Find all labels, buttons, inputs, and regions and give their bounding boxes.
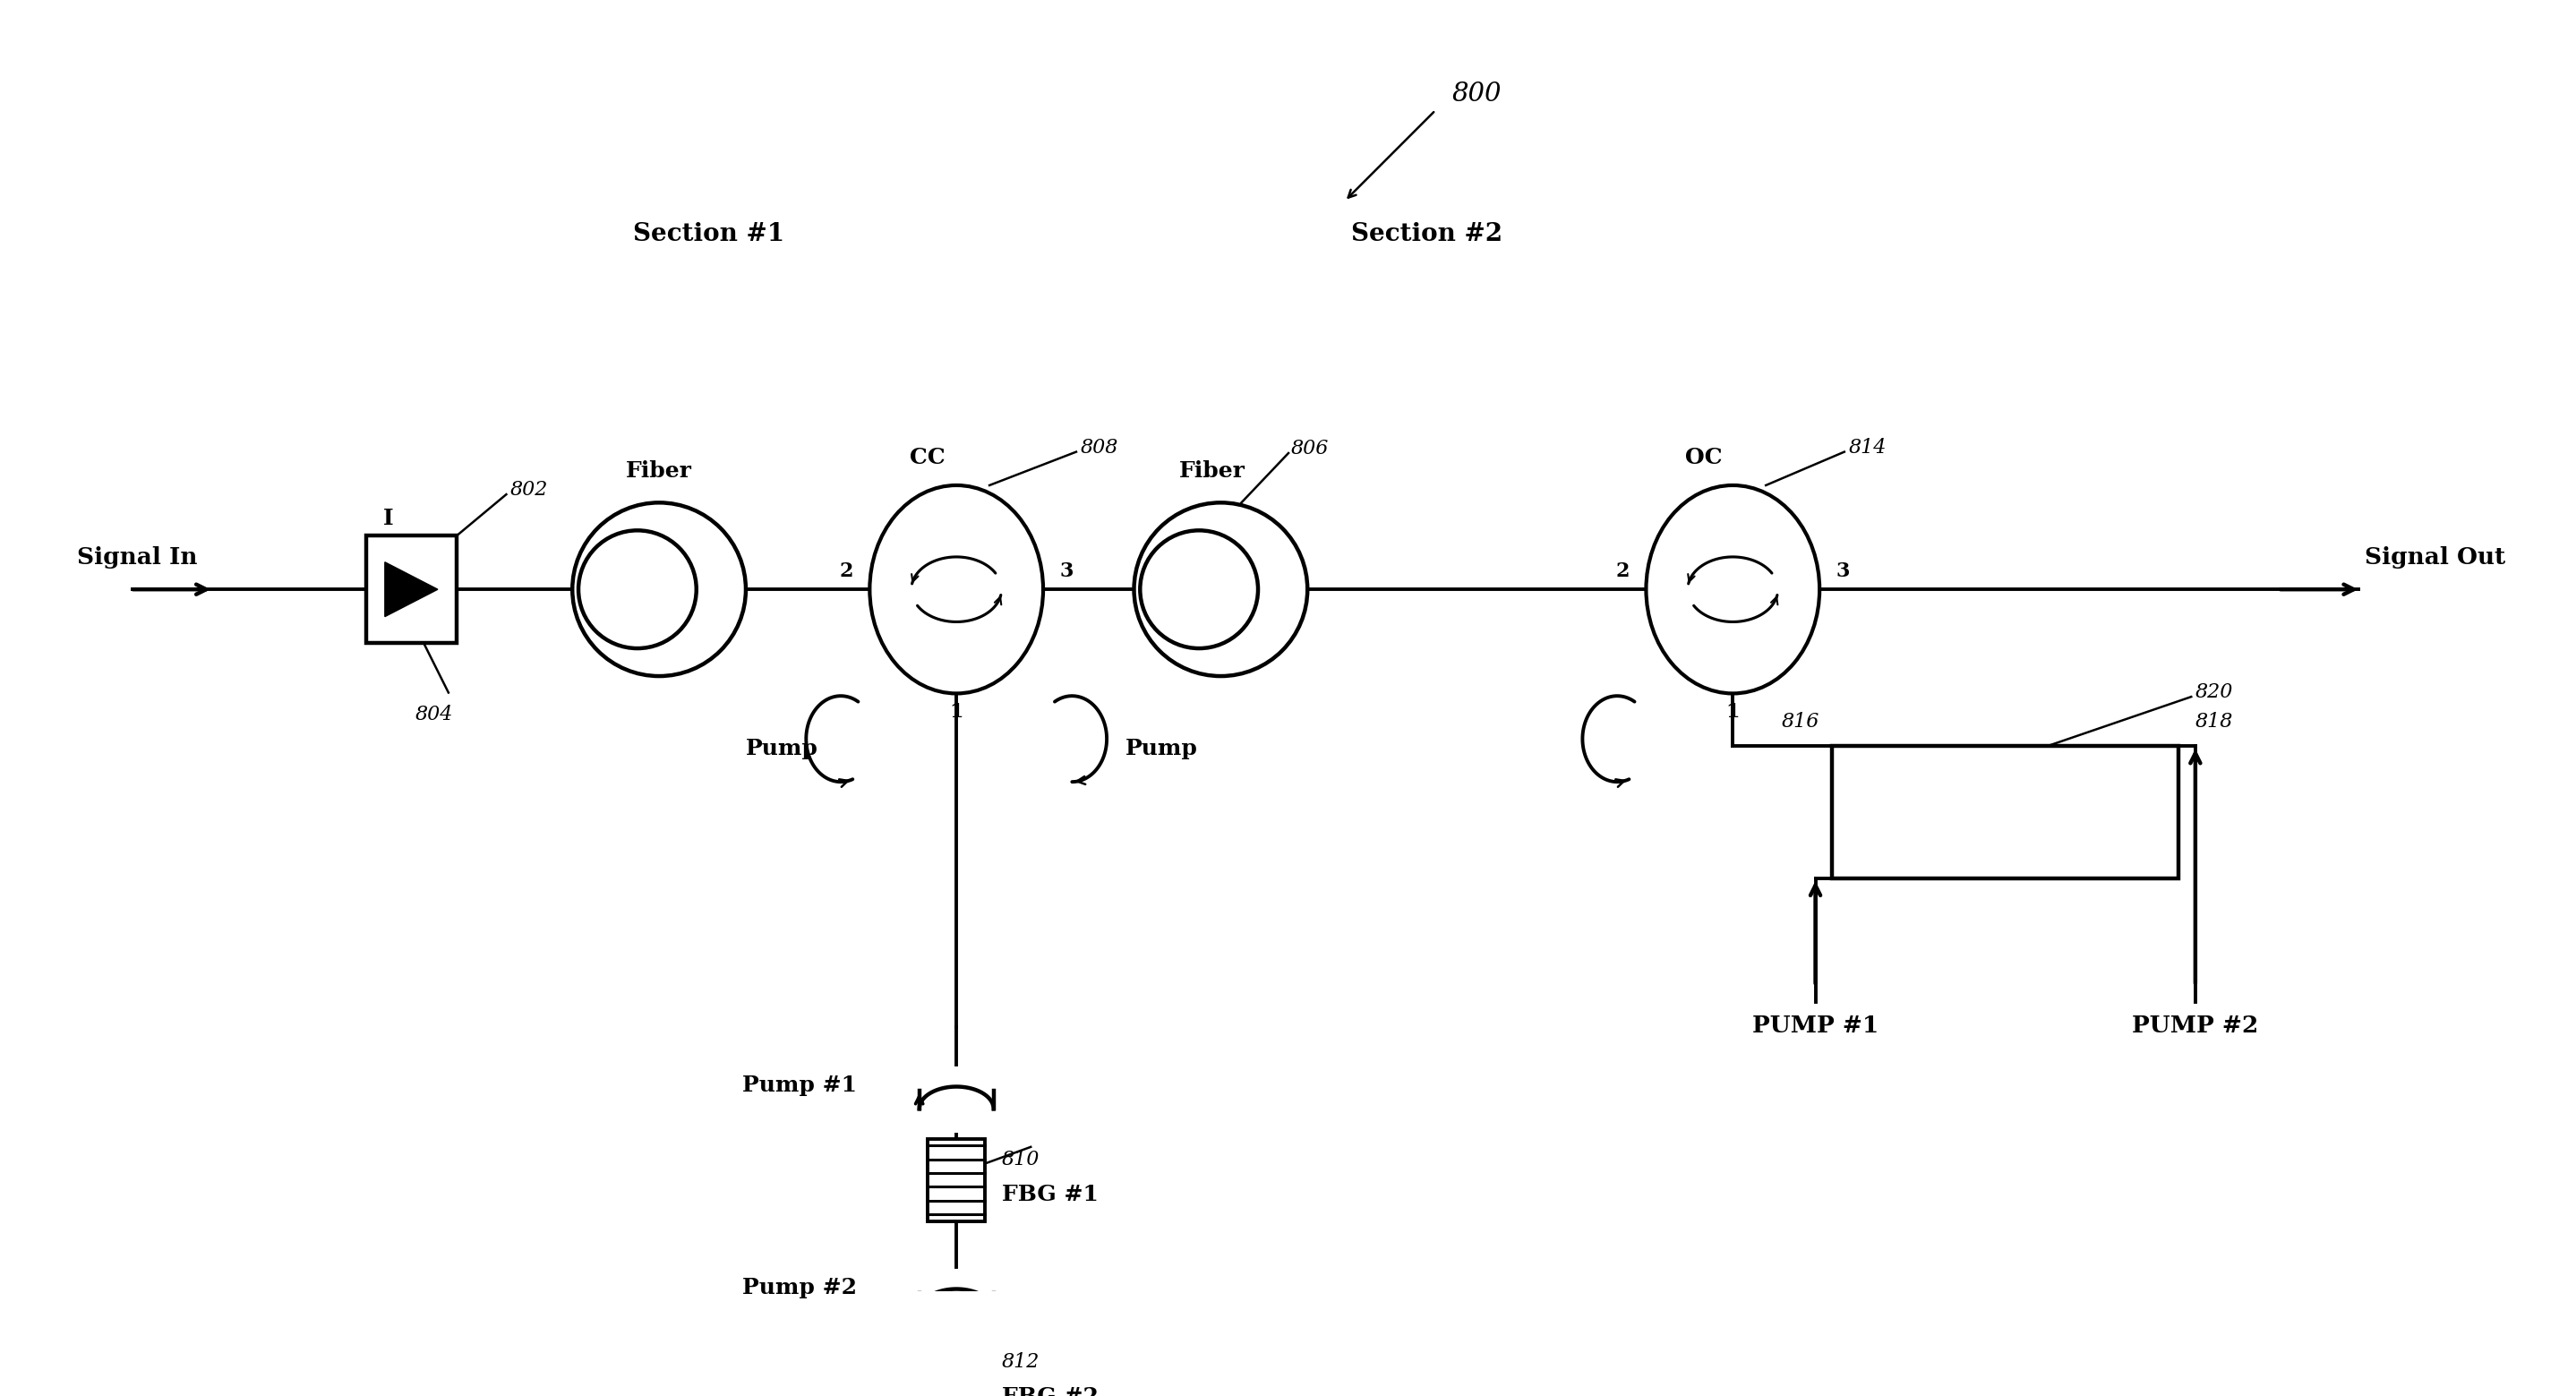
Text: 804: 804 <box>415 705 453 725</box>
Text: Pump #1: Pump #1 <box>742 1075 858 1096</box>
Text: CC: CC <box>909 447 945 469</box>
Text: 808: 808 <box>1079 438 1118 458</box>
Circle shape <box>1141 530 1257 648</box>
Text: 1: 1 <box>951 702 963 722</box>
Text: FBG #1: FBG #1 <box>1002 1184 1097 1206</box>
Text: Signal Out: Signal Out <box>2365 546 2506 568</box>
Text: 2: 2 <box>1615 561 1631 581</box>
Polygon shape <box>384 563 438 617</box>
Text: 816: 816 <box>1783 712 1819 732</box>
Text: 810: 810 <box>1002 1149 1041 1170</box>
Bar <box>927 1342 987 1396</box>
Text: Fiber: Fiber <box>626 461 693 482</box>
Bar <box>366 536 456 644</box>
Text: PUMP #1: PUMP #1 <box>1752 1015 1878 1037</box>
Text: 802: 802 <box>510 480 549 500</box>
Text: 2: 2 <box>840 561 853 581</box>
Text: Signal In: Signal In <box>77 546 198 568</box>
Text: 800: 800 <box>1453 81 1502 106</box>
Circle shape <box>1133 503 1309 676</box>
Text: 814: 814 <box>1850 438 1886 458</box>
Bar <box>1832 747 2179 878</box>
Text: 820: 820 <box>2195 683 2233 702</box>
Text: Section #2: Section #2 <box>1352 222 1502 246</box>
Bar <box>927 1139 987 1222</box>
Text: PUMP #2: PUMP #2 <box>2133 1015 2259 1037</box>
Text: 3: 3 <box>1059 561 1074 581</box>
Text: WDM: WDM <box>1968 800 2043 825</box>
Text: 818: 818 <box>2195 712 2233 732</box>
Text: 3: 3 <box>1837 561 1850 581</box>
Text: Pump #2: Pump #2 <box>742 1276 858 1298</box>
Text: 812: 812 <box>1002 1351 1041 1371</box>
Ellipse shape <box>1646 486 1819 694</box>
Text: Pump: Pump <box>1126 738 1198 759</box>
Text: I: I <box>384 508 394 529</box>
Text: FBG #2: FBG #2 <box>1002 1386 1097 1396</box>
Circle shape <box>580 530 696 648</box>
Text: 806: 806 <box>1291 440 1329 459</box>
Circle shape <box>572 503 747 676</box>
Text: OC: OC <box>1685 447 1723 469</box>
Ellipse shape <box>871 486 1043 694</box>
Text: Section #1: Section #1 <box>634 222 783 246</box>
Text: 1: 1 <box>1726 702 1739 722</box>
Text: Fiber: Fiber <box>1180 461 1247 482</box>
Text: Pump: Pump <box>747 738 819 759</box>
